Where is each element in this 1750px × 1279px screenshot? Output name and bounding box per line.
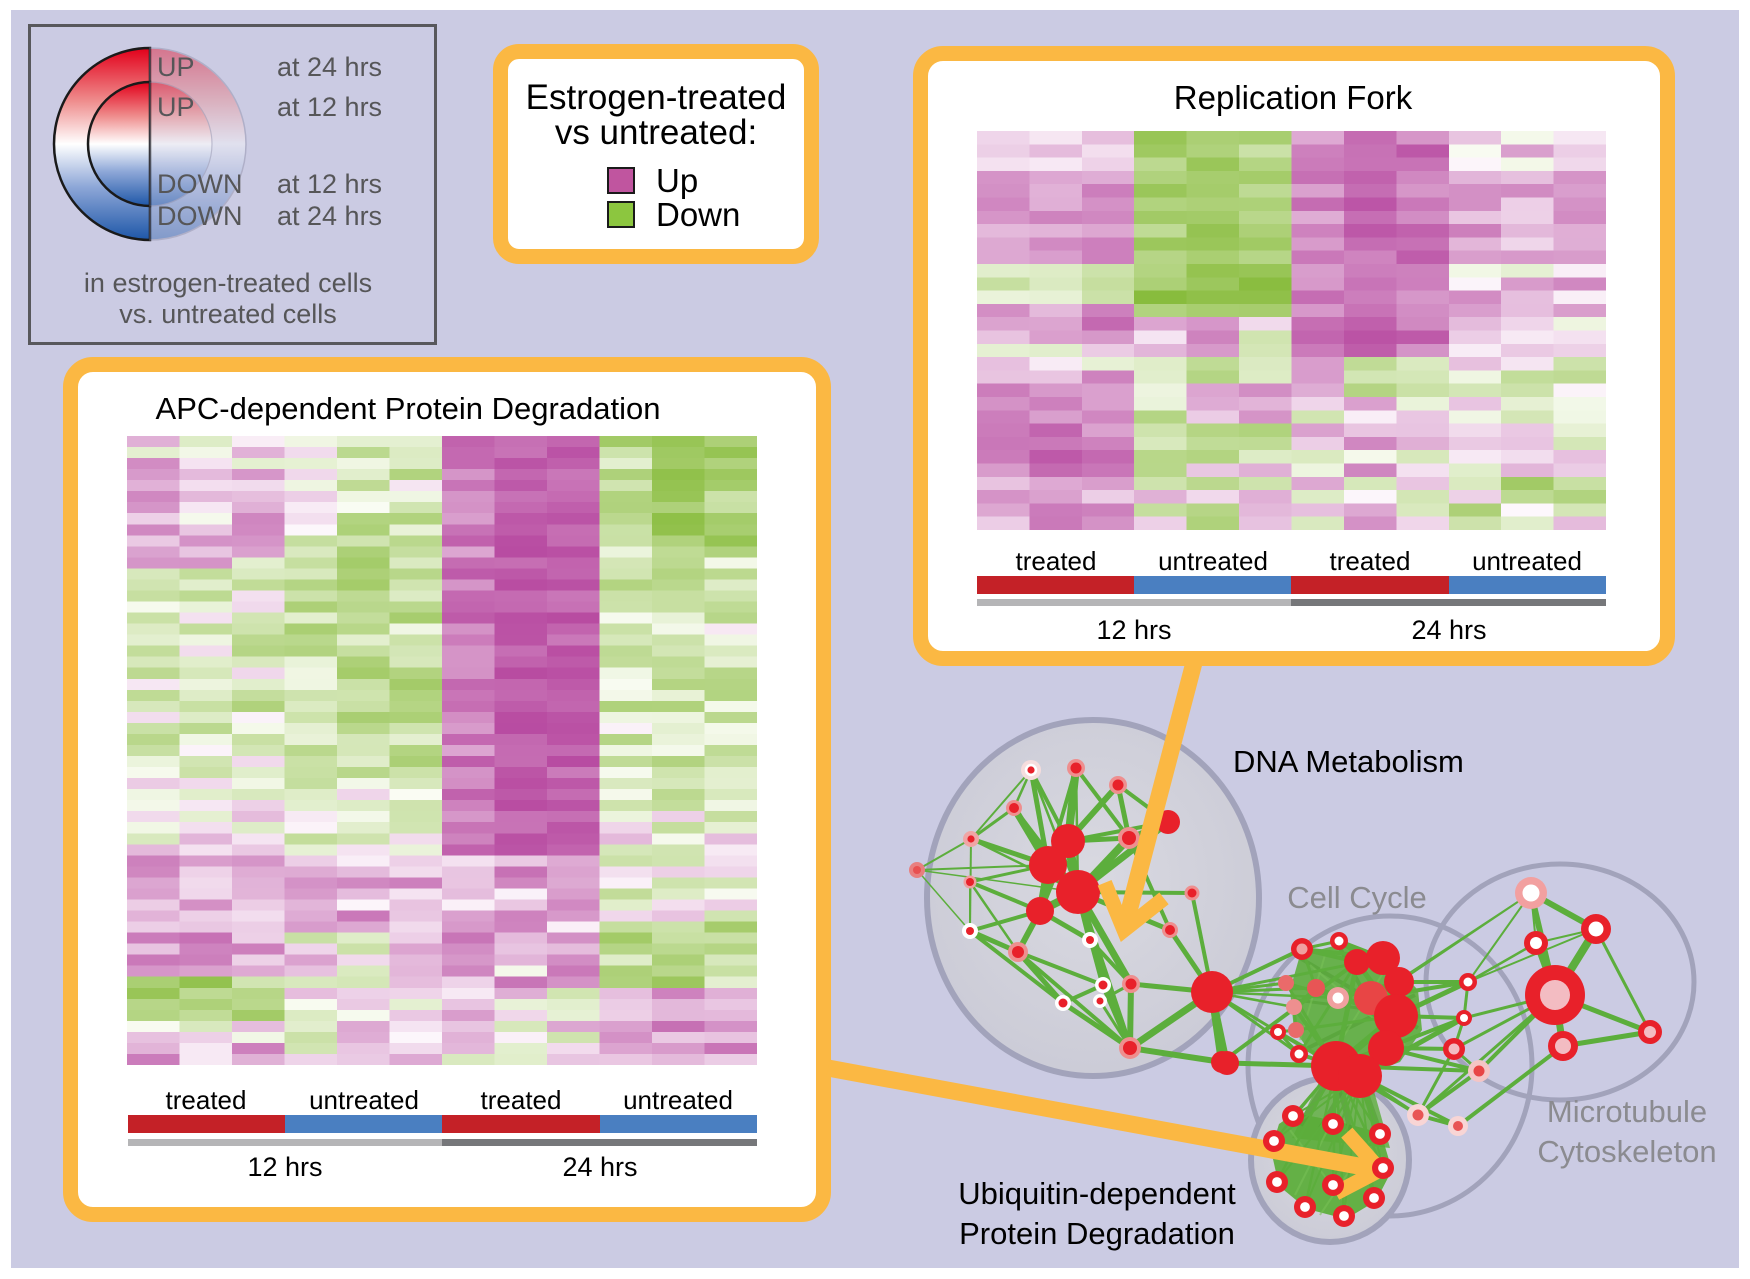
svg-text:Protein Degradation: Protein Degradation [959, 1216, 1235, 1251]
svg-text:Microtubule: Microtubule [1547, 1094, 1707, 1129]
svg-text:Ubiquitin-dependent: Ubiquitin-dependent [958, 1176, 1236, 1211]
svg-text:Cytoskeleton: Cytoskeleton [1537, 1134, 1716, 1169]
svg-text:Cell Cycle: Cell Cycle [1287, 880, 1427, 915]
svg-text:DNA Metabolism: DNA Metabolism [1233, 744, 1464, 779]
